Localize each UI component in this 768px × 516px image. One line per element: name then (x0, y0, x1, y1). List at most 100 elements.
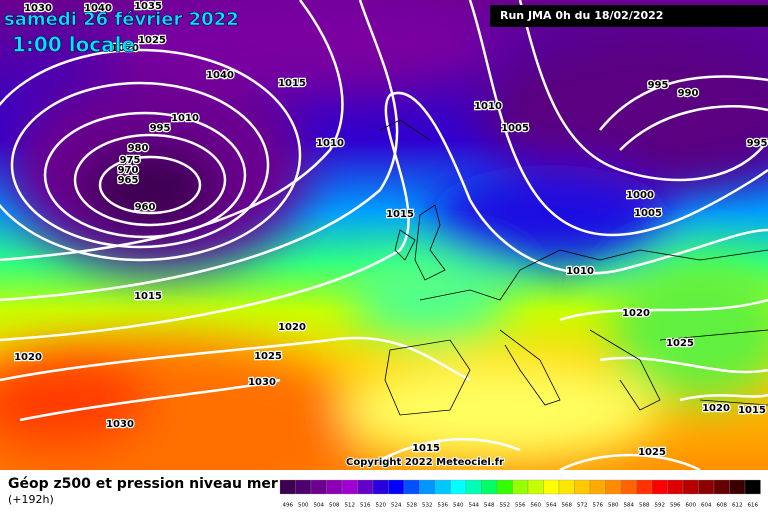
isobar-label: 980 (128, 143, 149, 154)
scale-swatch (713, 479, 730, 495)
scale-swatch (605, 479, 622, 495)
scale-swatch (419, 479, 436, 495)
scale-label: 552 (500, 503, 511, 509)
isobar-label: 1025 (638, 447, 666, 458)
isobar-label: 990 (678, 88, 699, 99)
scale-swatch (589, 479, 606, 495)
isobar-label: 1025 (254, 351, 282, 362)
isobar-label: 1015 (278, 78, 306, 89)
scale-label: 584 (624, 503, 635, 509)
scale-swatch (310, 479, 327, 495)
scale-label: 508 (329, 503, 340, 509)
copyright: Copyright 2022 Meteociel.fr (346, 457, 504, 468)
scale-label: 616 (748, 503, 759, 509)
isobar-label: 970 (118, 165, 139, 176)
isobar-label: 995 (150, 123, 171, 134)
scale-label: 540 (453, 503, 464, 509)
isobar-label: 1030 (248, 377, 276, 388)
scale-swatch (558, 479, 575, 495)
scale-label: 592 (655, 503, 666, 509)
scale-swatch (620, 479, 637, 495)
isobar-label: 1030 (106, 419, 134, 430)
scale-swatch (295, 479, 312, 495)
scale-label: 596 (670, 503, 681, 509)
isobar-label: 1035 (134, 1, 162, 12)
scale-swatch (543, 479, 560, 495)
isobar-label: 995 (648, 80, 669, 91)
isobar-label: 1030 (24, 3, 52, 14)
scale-label: 500 (298, 503, 309, 509)
scale-swatch (279, 479, 296, 495)
isobar-label: 1010 (316, 138, 344, 149)
scale-swatch (481, 479, 498, 495)
scale-label: 600 (686, 503, 697, 509)
map-time: 1:00 locale (12, 33, 135, 57)
isobar-label: 1020 (622, 308, 650, 319)
isobar-label: 1040 (206, 70, 234, 81)
scale-swatch (496, 479, 513, 495)
run-label: Run JMA 0h du 18/02/2022 (500, 9, 663, 22)
scale-label: 608 (717, 503, 728, 509)
scale-label: 536 (438, 503, 449, 509)
scale-label: 528 (407, 503, 418, 509)
isobar-label: 1020 (14, 352, 42, 363)
scale-swatch (636, 479, 653, 495)
scale-swatch (403, 479, 420, 495)
isobar-label: 1010 (171, 113, 199, 124)
isobar-label: 1020 (111, 43, 139, 54)
isobar-label: 1020 (278, 322, 306, 333)
isobar-label: 1020 (702, 403, 730, 414)
scale-label: 496 (283, 503, 294, 509)
scale-label: 512 (345, 503, 356, 509)
isobar-label: 1010 (474, 101, 502, 112)
scale-swatch (450, 479, 467, 495)
scale-swatch (698, 479, 715, 495)
scale-label: 516 (360, 503, 371, 509)
legend-lead: (+192h) (8, 493, 54, 506)
isobar-labels: 1030 1040 10351025102010401015101099598097… (13, 0, 768, 459)
isobar-label: 1015 (412, 443, 440, 454)
scale-swatch (512, 479, 529, 495)
isobar-label: 1015 (738, 405, 766, 416)
scale-swatch (744, 479, 761, 495)
isobar-label: 1015 (386, 209, 414, 220)
scale-swatch (326, 479, 343, 495)
scale-label: 544 (469, 503, 480, 509)
scale-swatch (574, 479, 591, 495)
coastlines (379, 119, 768, 416)
isobar-label: 1010 (566, 266, 594, 277)
isobar-label: 1005 (634, 208, 662, 219)
scale-label: 588 (639, 503, 650, 509)
scale-swatch (651, 479, 668, 495)
isobars (0, 0, 768, 470)
scale-swatch (682, 479, 699, 495)
isobar-label: 1025 (666, 338, 694, 349)
scale-swatch (729, 479, 746, 495)
scale-swatch (372, 479, 389, 495)
scale-label: 560 (531, 503, 542, 509)
scale-swatch (667, 479, 684, 495)
isobar-label: 1000 (626, 190, 654, 201)
scale-label: 572 (577, 503, 588, 509)
isobar-label: 1005 (501, 123, 529, 134)
scale-label: 568 (562, 503, 573, 509)
scale-label: 532 (422, 503, 433, 509)
scale-label: 524 (391, 503, 402, 509)
scale-swatch (465, 479, 482, 495)
scale-label: 520 (376, 503, 387, 509)
scale-label: 504 (314, 503, 325, 509)
isobar-label: 975 (120, 155, 141, 166)
isobar-label: 1025 (138, 35, 166, 46)
scale-swatch (357, 479, 374, 495)
scale-label: 576 (593, 503, 604, 509)
scale-swatch (388, 479, 405, 495)
scale-label: 564 (546, 503, 557, 509)
map-date: samedi 26 février 2022 (4, 9, 239, 30)
scale-label: 604 (701, 503, 712, 509)
scale-label: 556 (515, 503, 526, 509)
scale-label: 612 (732, 503, 743, 509)
scale-swatch (341, 479, 358, 495)
